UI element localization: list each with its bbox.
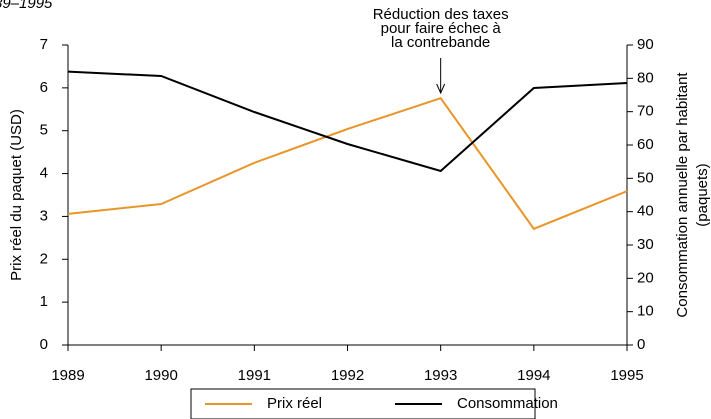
x-tick-label: 1995: [610, 367, 643, 384]
y2-tick-label: 10: [637, 303, 654, 320]
y-tick-label: 1: [40, 293, 48, 310]
annotation-arrowhead: [436, 83, 446, 95]
legend-label: Consommation: [457, 395, 558, 412]
x-tick-label: 1991: [238, 367, 271, 384]
annotation: Réduction des taxes: [373, 6, 509, 23]
y2-tick-label: 0: [637, 336, 645, 353]
line: [67, 70, 628, 173]
y-tick-label: 7: [40, 36, 48, 53]
y2-tick-label: 40: [637, 203, 654, 220]
y-tick-label: 2: [40, 250, 48, 267]
y2-tick-label: 30: [637, 236, 654, 253]
y-tick-label: 0: [40, 336, 48, 353]
line: [67, 96, 628, 231]
y2-tick-label: 20: [637, 269, 654, 286]
y2-tick-label: 70: [637, 103, 654, 120]
y-tick-label: 5: [40, 122, 48, 139]
y-tick-label: 4: [40, 165, 48, 182]
y2-axis-label: (paquets): [694, 163, 711, 226]
y2-tick-label: 50: [637, 169, 654, 186]
annotation: la contrebande: [391, 34, 490, 51]
annotation: pour faire échec à: [381, 20, 502, 37]
x-tick-label: 1990: [144, 367, 177, 384]
y-tick-label: 3: [40, 207, 48, 224]
x-tick-label: 1994: [517, 367, 550, 384]
y2-tick-label: 60: [637, 136, 654, 153]
x-tick-label: 1989: [51, 367, 84, 384]
y-tick-label: 6: [40, 79, 48, 96]
y2-tick-label: 80: [637, 69, 654, 86]
x-tick-label: 1992: [331, 367, 364, 384]
y-axis-label: Prix réel du paquet (USD): [8, 109, 25, 281]
chart-title: 89–1995: [0, 0, 53, 12]
y2-tick-label: 90: [637, 36, 654, 53]
x-tick-label: 1993: [424, 367, 457, 384]
legend-label: Prix réel: [267, 395, 322, 412]
y2-axis-label: Consommation annuelle par habitant: [674, 72, 691, 318]
